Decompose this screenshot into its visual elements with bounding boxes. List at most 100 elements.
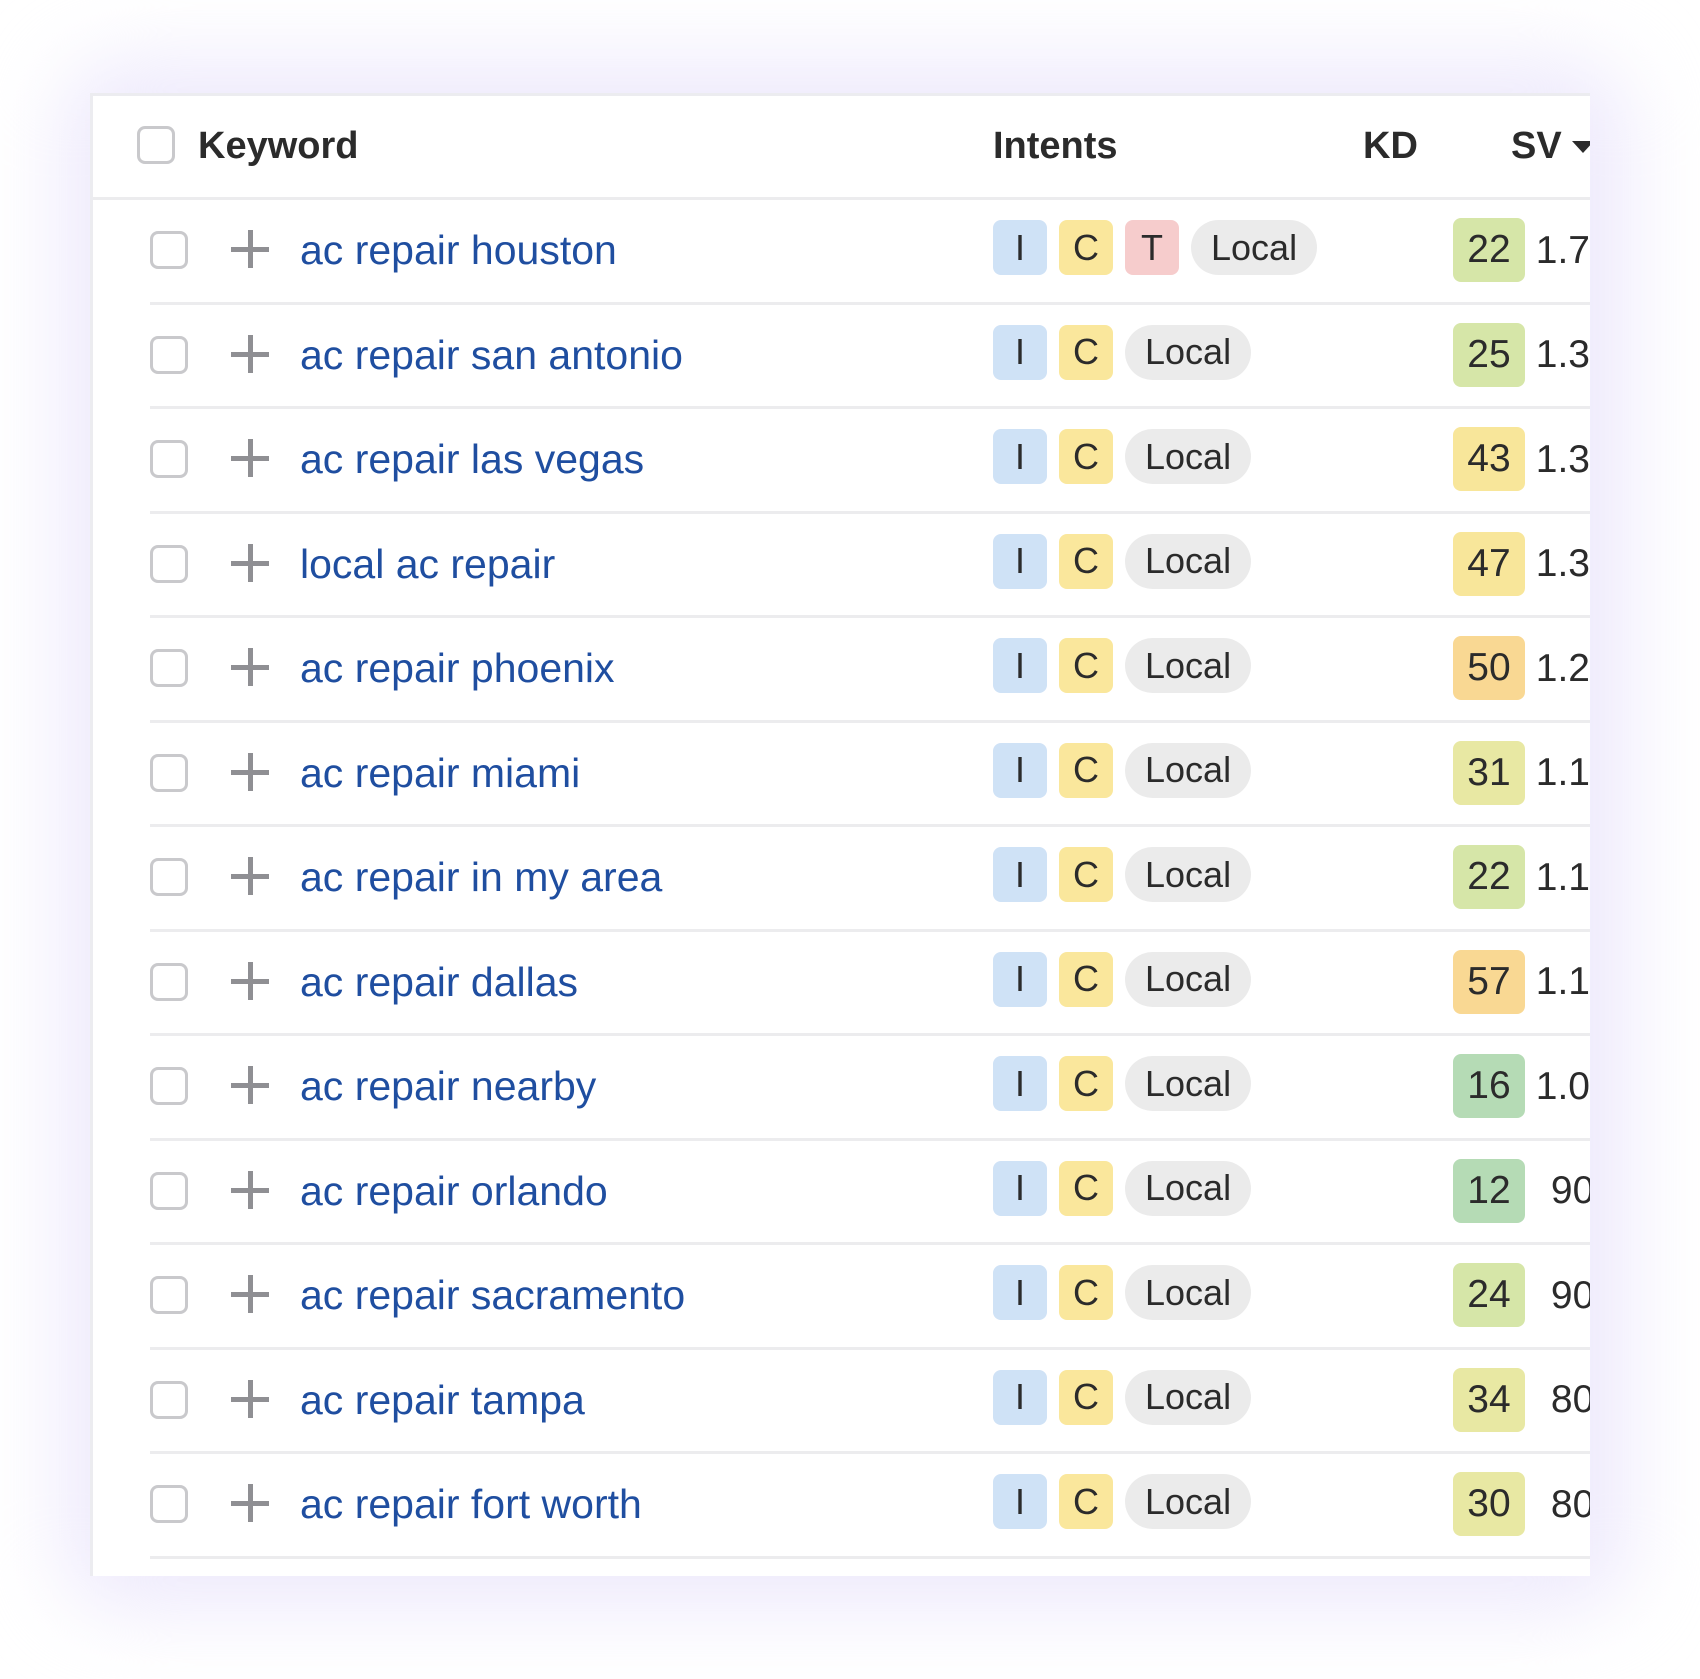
add-to-list-plus-icon[interactable]	[231, 230, 269, 268]
kd-badge: 16	[1453, 1054, 1525, 1118]
keyword-link[interactable]: ac repair dallas	[300, 958, 579, 1005]
row-checkbox[interactable]	[150, 440, 188, 478]
keyword-link[interactable]: ac repair las vegas	[300, 436, 645, 482]
row-checkbox[interactable]	[150, 1171, 188, 1210]
intent-badge-c: C	[1059, 1369, 1113, 1425]
intent-badge-local: Local	[1125, 1369, 1252, 1425]
keyword-link[interactable]: ac repair orlando	[300, 1167, 608, 1214]
kd-badge: 24	[1453, 1263, 1525, 1327]
intent-badge-local: Local	[1125, 1265, 1252, 1320]
intents-cell: I C Local	[993, 1056, 1252, 1116]
search-volume: 800	[1550, 1482, 1590, 1526]
column-header-keyword[interactable]: Keyword	[198, 125, 359, 167]
intents-cell: I C Local	[993, 429, 1252, 489]
intent-badge-local: Local	[1125, 847, 1252, 902]
intent-badge-c: C	[1059, 1056, 1113, 1111]
search-volume: 1.0K	[1535, 1064, 1590, 1108]
intent-badge-c: C	[1059, 847, 1113, 902]
intent-badge-t: T	[1125, 220, 1179, 275]
add-to-list-plus-icon[interactable]	[231, 752, 269, 791]
keyword-table: Keyword Intents KD SV ac repair houston …	[90, 93, 1590, 1576]
intents-cell: I C T Local	[993, 220, 1318, 280]
intents-cell: I C Local	[993, 742, 1252, 803]
keyword-link[interactable]: ac repair nearby	[300, 1063, 597, 1109]
add-to-list-plus-icon[interactable]	[231, 543, 269, 582]
intent-badge-i: I	[993, 429, 1047, 484]
row-checkbox[interactable]	[150, 335, 188, 374]
search-volume: 1.3K	[1535, 437, 1590, 481]
intent-badge-i: I	[993, 1265, 1047, 1320]
intent-badge-c: C	[1059, 533, 1113, 589]
kd-badge: 50	[1453, 636, 1525, 700]
intents-cell: I C Local	[993, 638, 1252, 698]
intents-cell: I C Local	[993, 1474, 1252, 1534]
row-checkbox[interactable]	[150, 544, 188, 583]
add-to-list-plus-icon[interactable]	[231, 857, 269, 895]
add-to-list-plus-icon[interactable]	[231, 1379, 269, 1418]
row-checkbox[interactable]	[150, 1485, 188, 1523]
add-to-list-plus-icon[interactable]	[231, 439, 269, 477]
add-to-list-plus-icon[interactable]	[231, 1170, 269, 1209]
add-to-list-plus-icon[interactable]	[231, 1275, 269, 1313]
kd-badge: 22	[1453, 218, 1525, 282]
intent-badge-local: Local	[1125, 324, 1252, 380]
intent-badge-i: I	[993, 1474, 1047, 1529]
row-checkbox[interactable]	[150, 858, 188, 896]
add-to-list-plus-icon[interactable]	[231, 1066, 269, 1104]
intent-badge-c: C	[1059, 742, 1113, 798]
column-header-sv[interactable]: SV	[1511, 96, 1590, 197]
search-volume: 900	[1550, 1169, 1590, 1212]
add-to-list-plus-icon[interactable]	[231, 1484, 269, 1522]
keyword-link[interactable]: ac repair phoenix	[300, 645, 615, 691]
search-volume: 800	[1550, 1378, 1590, 1421]
intent-badge-c: C	[1059, 1265, 1113, 1320]
row-checkbox[interactable]	[150, 962, 188, 1001]
add-to-list-plus-icon[interactable]	[231, 648, 269, 686]
keyword-link[interactable]: local ac repair	[300, 540, 556, 587]
keyword-link[interactable]: ac repair sacramento	[300, 1272, 686, 1318]
intent-badge-c: C	[1059, 1474, 1113, 1529]
intent-badge-i: I	[993, 1160, 1047, 1216]
sort-descending-icon	[1571, 140, 1590, 153]
keyword-link[interactable]: ac repair houston	[300, 227, 617, 273]
search-volume: 1.2K	[1535, 646, 1590, 690]
intent-badge-c: C	[1059, 429, 1113, 484]
column-header-kd[interactable]: KD	[1363, 125, 1418, 167]
keyword-link[interactable]: ac repair miami	[300, 749, 581, 796]
add-to-list-plus-icon[interactable]	[231, 961, 269, 1000]
kd-badge: 34	[1453, 1367, 1525, 1432]
search-volume: 1.1K	[1535, 855, 1590, 899]
add-to-list-plus-icon[interactable]	[231, 334, 269, 373]
row-checkbox[interactable]	[150, 649, 188, 687]
row-checkbox[interactable]	[150, 1067, 188, 1105]
keyword-link[interactable]: ac repair in my area	[300, 854, 663, 900]
kd-badge: 57	[1453, 949, 1525, 1014]
row-checkbox[interactable]	[150, 231, 188, 269]
table-header: Keyword Intents KD SV	[93, 96, 1590, 200]
intents-cell: I C Local	[993, 1265, 1252, 1325]
keyword-link[interactable]: ac repair san antonio	[300, 331, 683, 378]
intent-badge-c: C	[1059, 638, 1113, 693]
intent-badge-c: C	[1059, 1160, 1113, 1216]
intent-badge-c: C	[1059, 220, 1113, 275]
search-volume: 1.7K	[1535, 228, 1590, 272]
intent-badge-i: I	[993, 951, 1047, 1007]
intent-badge-i: I	[993, 1056, 1047, 1111]
keyword-link[interactable]: ac repair tampa	[300, 1376, 585, 1423]
sv-label: SV	[1511, 125, 1562, 167]
kd-badge: 47	[1453, 531, 1525, 596]
row-checkbox[interactable]	[150, 753, 188, 792]
row-checkbox[interactable]	[150, 1380, 188, 1419]
keyword-link[interactable]: ac repair fort worth	[300, 1481, 642, 1527]
intent-badge-local: Local	[1125, 1160, 1252, 1216]
select-all-checkbox[interactable]	[137, 126, 175, 164]
search-volume: 1.1K	[1535, 751, 1590, 794]
row-checkbox[interactable]	[150, 1276, 188, 1314]
intent-badge-local: Local	[1125, 742, 1252, 798]
